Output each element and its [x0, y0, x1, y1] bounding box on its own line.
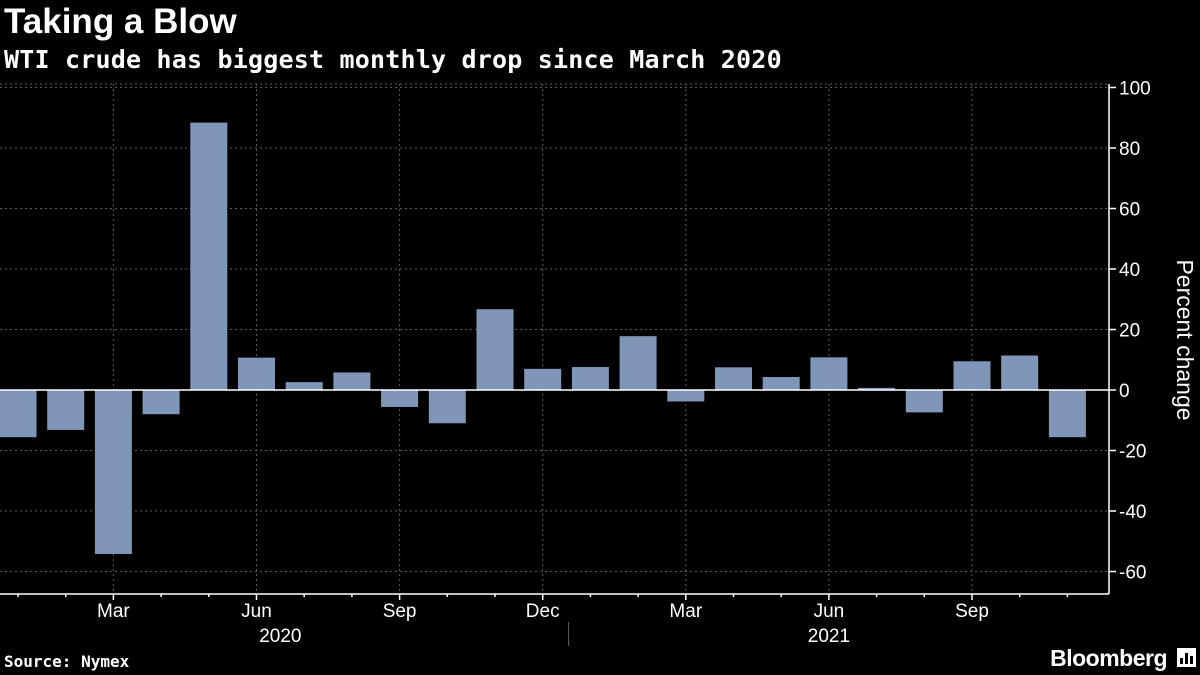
- y-tick-label-5: 0: [1119, 381, 1130, 402]
- y-tick-label-3: 40: [1119, 260, 1140, 281]
- bar-1: [47, 390, 85, 430]
- bar-20: [953, 361, 991, 390]
- source-note: Source: Nymex: [4, 652, 130, 671]
- bar-11: [524, 368, 562, 390]
- bar-18: [858, 387, 896, 390]
- bar-4: [190, 122, 228, 390]
- x-tick-label-2: Sep: [383, 601, 417, 622]
- year-label-2021: 2021: [808, 626, 850, 647]
- y-tick-label-2: 60: [1119, 200, 1140, 221]
- bloomberg-chart-icon: [1177, 648, 1196, 667]
- bar-5: [238, 357, 275, 390]
- bar-10: [476, 309, 514, 390]
- y-tick-label-0: 100: [1119, 79, 1151, 100]
- y-tick-label-1: 80: [1119, 139, 1140, 160]
- y-tick-label-4: 20: [1119, 321, 1140, 342]
- bar-7: [333, 372, 371, 390]
- bar-16: [762, 376, 800, 390]
- x-tick-label-5: Jun: [814, 601, 845, 622]
- bar-6: [285, 382, 323, 390]
- y-axis-title: Percent change: [1172, 259, 1198, 420]
- bar-12: [571, 367, 609, 390]
- y-tick-label-7: -40: [1119, 502, 1146, 523]
- x-tick-label-1: Jun: [241, 601, 272, 622]
- bar-17: [810, 357, 848, 390]
- brand-logo: Bloomberg: [1050, 645, 1167, 671]
- bar-2: [94, 390, 132, 554]
- x-tick-label-4: Mar: [669, 601, 702, 622]
- chart-subtitle: WTI crude has biggest monthly drop since…: [4, 45, 782, 74]
- x-tick-label-3: Dec: [526, 601, 560, 622]
- bar-21: [1001, 355, 1039, 390]
- x-tick-label-6: Sep: [955, 601, 989, 622]
- bar-14: [667, 390, 705, 402]
- year-label-2020: 2020: [259, 626, 301, 647]
- bar-13: [619, 336, 657, 390]
- bar-9: [428, 390, 466, 424]
- bar-8: [381, 390, 419, 407]
- x-tick-label-0: Mar: [97, 601, 130, 622]
- bar-15: [715, 367, 752, 390]
- bar-19: [905, 390, 943, 413]
- chart-title: Taking a Blow: [4, 2, 237, 41]
- bar-3: [142, 390, 180, 415]
- y-tick-label-6: -20: [1119, 442, 1146, 463]
- bar-22: [1048, 390, 1086, 438]
- y-tick-label-8: -60: [1119, 563, 1146, 584]
- bar-0: [0, 390, 37, 438]
